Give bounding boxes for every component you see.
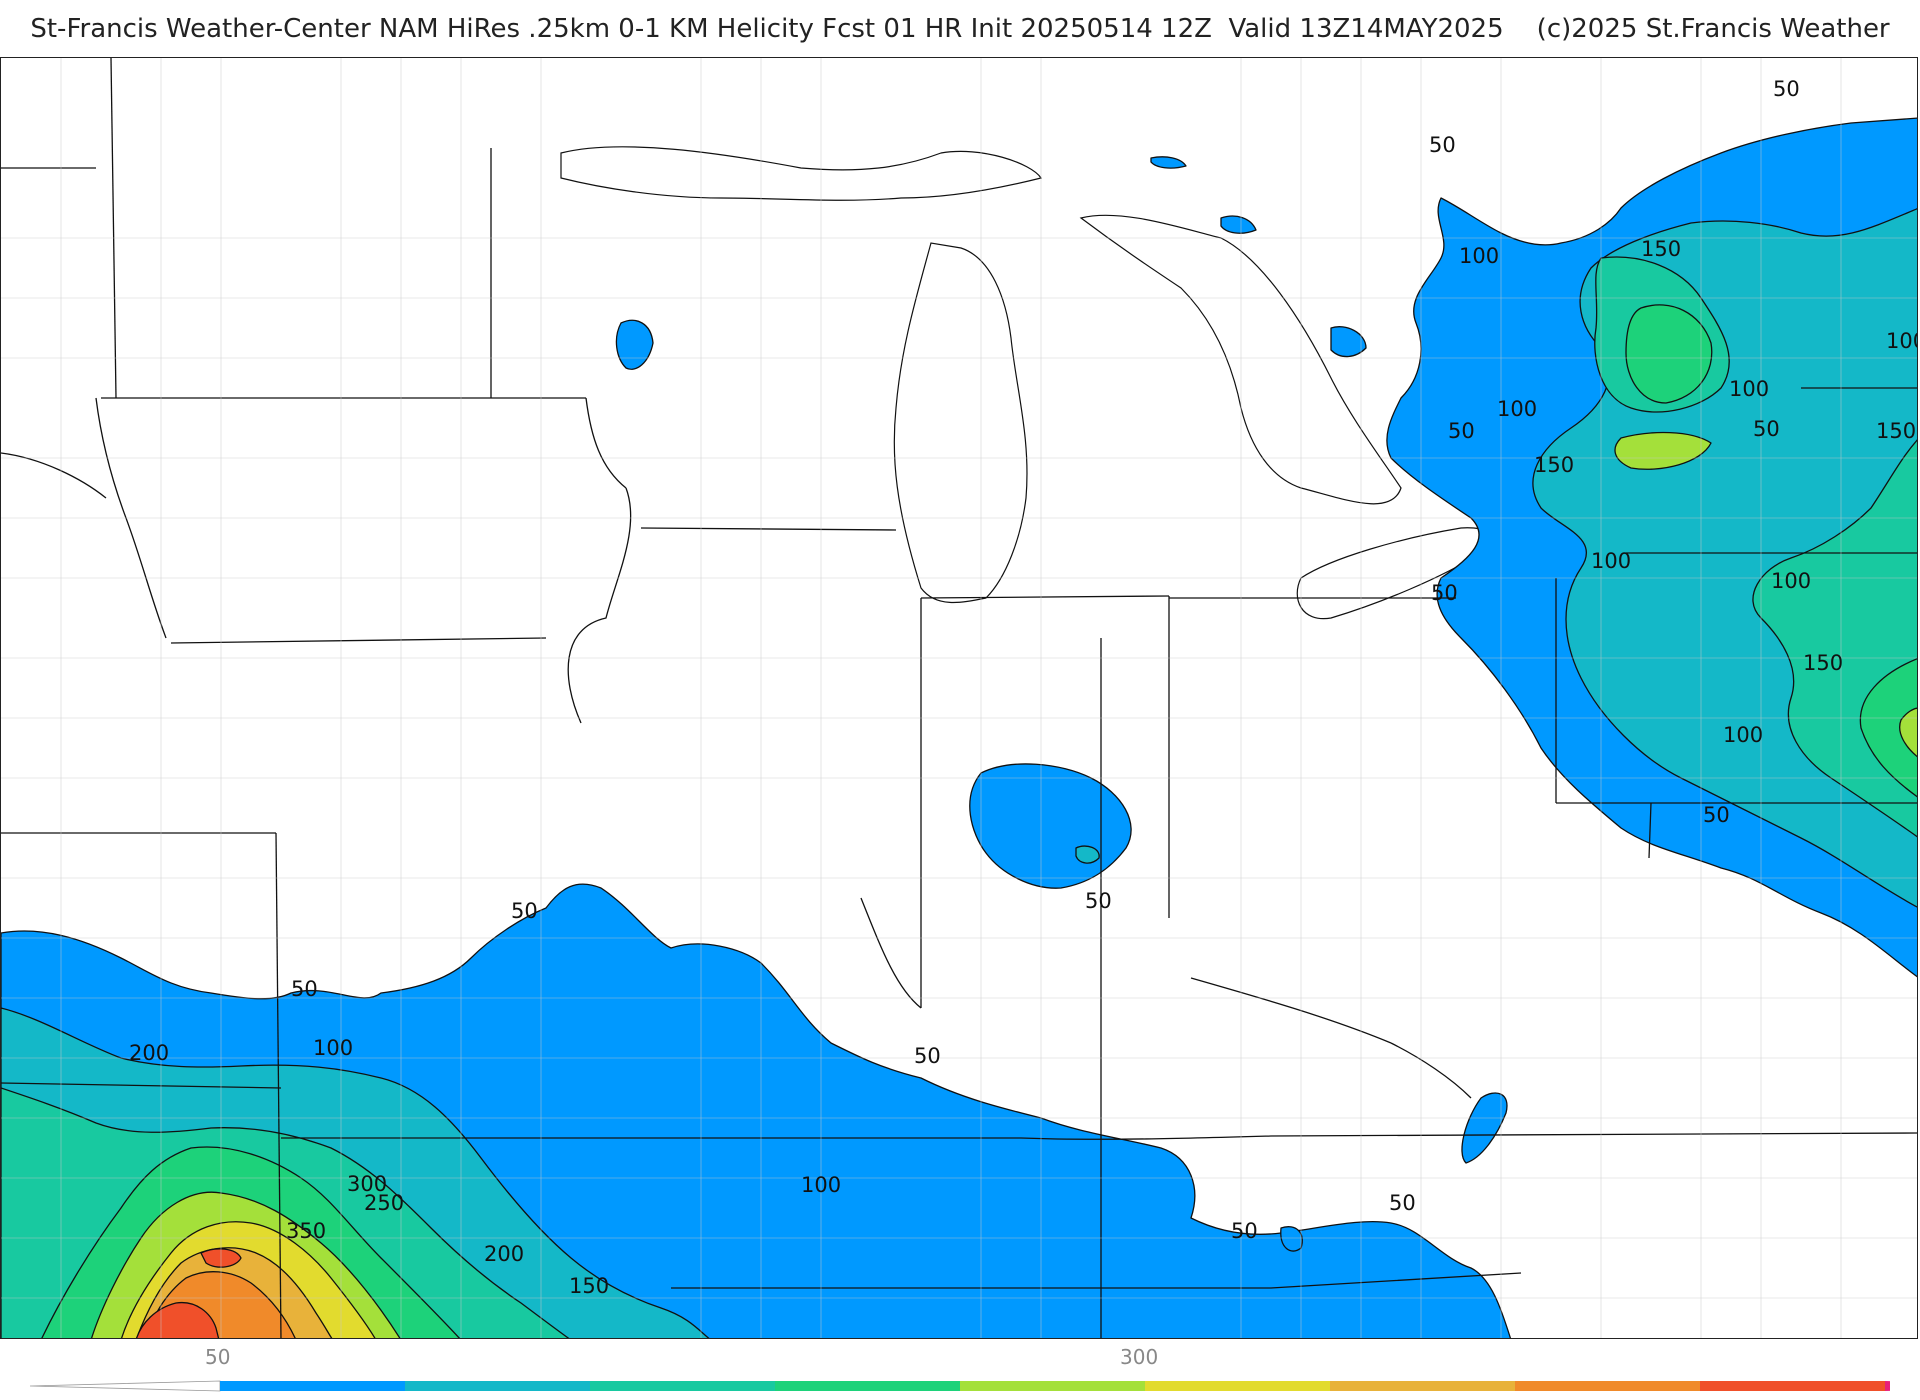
colorbar-segment <box>1330 1381 1515 1391</box>
fill-blob-ky <box>1461 1092 1508 1164</box>
helicity-fill <box>1 117 1917 1338</box>
fill-blob-mi <box>1330 326 1367 358</box>
colorbar-tick-300: 300 <box>1120 1345 1159 1369</box>
colorbar-segment <box>220 1381 405 1391</box>
contour-label: 50 <box>291 977 318 1001</box>
colorbar-segment <box>405 1381 590 1391</box>
helicity-map: 50 50 50 50 50 50 50 50 50 50 50 50 100 … <box>0 57 1918 1339</box>
colorbar-tick-50: 50 <box>205 1345 231 1369</box>
fill-ne-200b <box>1859 658 1917 798</box>
contour-label: 200 <box>484 1242 524 1266</box>
contour-label: 100 <box>801 1173 841 1197</box>
contour-label: 250 <box>364 1191 404 1215</box>
contour-label: 50 <box>511 899 538 923</box>
contour-label: 100 <box>1497 397 1537 421</box>
fill-in-100 <box>1075 845 1100 864</box>
contour-label: 150 <box>1803 651 1843 675</box>
contour-label: 50 <box>1389 1191 1416 1215</box>
contour-label: 150 <box>1534 453 1574 477</box>
colorbar-segment <box>590 1381 775 1391</box>
colorbar-segment <box>960 1381 1145 1391</box>
colorbar-segment <box>1885 1381 1890 1391</box>
contour-label: 100 <box>1886 329 1918 353</box>
fill-blob-mn <box>615 319 654 370</box>
contour-label: 50 <box>1429 133 1456 157</box>
colorbar-segment <box>1145 1381 1330 1391</box>
colorbar-segment <box>1700 1381 1885 1391</box>
map-title: St-Francis Weather-Center NAM HiRes .25k… <box>30 14 1890 44</box>
contour-label: 200 <box>129 1041 169 1065</box>
fill-ne-250b <box>1899 707 1917 758</box>
state-boundaries <box>1 58 1917 1338</box>
contour-label: 300 <box>347 1172 387 1196</box>
contour-label: 100 <box>1459 244 1499 268</box>
contour-label: 150 <box>1641 237 1681 261</box>
contour-label: 100 <box>1723 723 1763 747</box>
fill-blob-n1 <box>1150 156 1187 169</box>
fill-blob-n2 <box>1220 215 1257 234</box>
contour-label: 50 <box>1431 581 1458 605</box>
contour-label: 100 <box>313 1036 353 1060</box>
contour-label: 100 <box>1591 549 1631 573</box>
fill-ne-200 <box>1625 304 1713 404</box>
contour-label: 100 <box>1771 569 1811 593</box>
contour-label: 100 <box>1729 377 1769 401</box>
fill-sw-450 <box>136 1301 220 1338</box>
contour-label: 50 <box>1703 803 1730 827</box>
contour-label: 150 <box>1876 419 1916 443</box>
county-lines <box>1 58 1917 1338</box>
colorbar-segment <box>775 1381 960 1391</box>
contour-label: 150 <box>569 1274 609 1298</box>
contour-label: 50 <box>1773 77 1800 101</box>
fill-ne-250 <box>1614 431 1712 470</box>
contour-label: 50 <box>1753 417 1780 441</box>
contour-label-group: 50 50 50 50 50 50 50 50 50 50 50 50 100 … <box>129 77 1918 1298</box>
colorbar <box>30 1380 1890 1392</box>
map-svg: 50 50 50 50 50 50 50 50 50 50 50 50 100 … <box>1 58 1918 1338</box>
contour-label: 350 <box>286 1219 326 1243</box>
contour-label: 50 <box>1231 1219 1258 1243</box>
contour-label: 50 <box>1448 419 1475 443</box>
colorbar-extend-low <box>30 1380 221 1392</box>
contour-label: 50 <box>914 1044 941 1068</box>
colorbar-segment <box>1515 1381 1700 1391</box>
contour-label: 50 <box>1085 889 1112 913</box>
